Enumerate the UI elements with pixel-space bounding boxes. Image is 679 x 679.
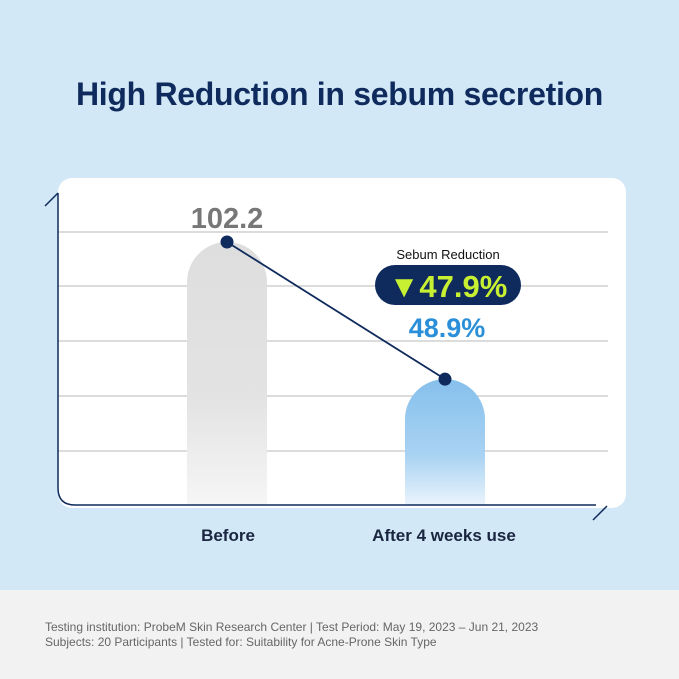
category-label-after: After 4 weeks use: [372, 526, 516, 545]
footer-line-1: Testing institution: ProbeM Skin Researc…: [45, 620, 539, 634]
x-axis-arrow: [592, 505, 608, 521]
data-point: [438, 372, 452, 386]
reduction-value: ▼47.9%: [389, 269, 508, 304]
reduction-badge: [375, 265, 521, 305]
bar-after: [405, 379, 485, 505]
category-label-before: Before: [201, 526, 255, 545]
y-axis-arrow: [44, 192, 59, 207]
chart-card: [58, 178, 626, 508]
bar-before: [187, 242, 267, 505]
trend-line: [226, 241, 446, 380]
footer-line-2: Subjects: 20 Participants | Tested for: …: [45, 635, 437, 649]
page-title: High Reduction in sebum secretion: [75, 76, 604, 112]
annotation-label: Sebum Reduction: [396, 247, 499, 262]
bar-chart: 102.2 Sebum Reduction ▼47.9% 48.9% Befor…: [44, 178, 626, 545]
value-label-after: 48.9%: [409, 313, 486, 343]
footer: Testing institution: ProbeM Skin Researc…: [0, 590, 679, 679]
value-label-before: 102.2: [191, 203, 264, 235]
data-point: [220, 235, 234, 249]
y-axis: [57, 193, 596, 506]
